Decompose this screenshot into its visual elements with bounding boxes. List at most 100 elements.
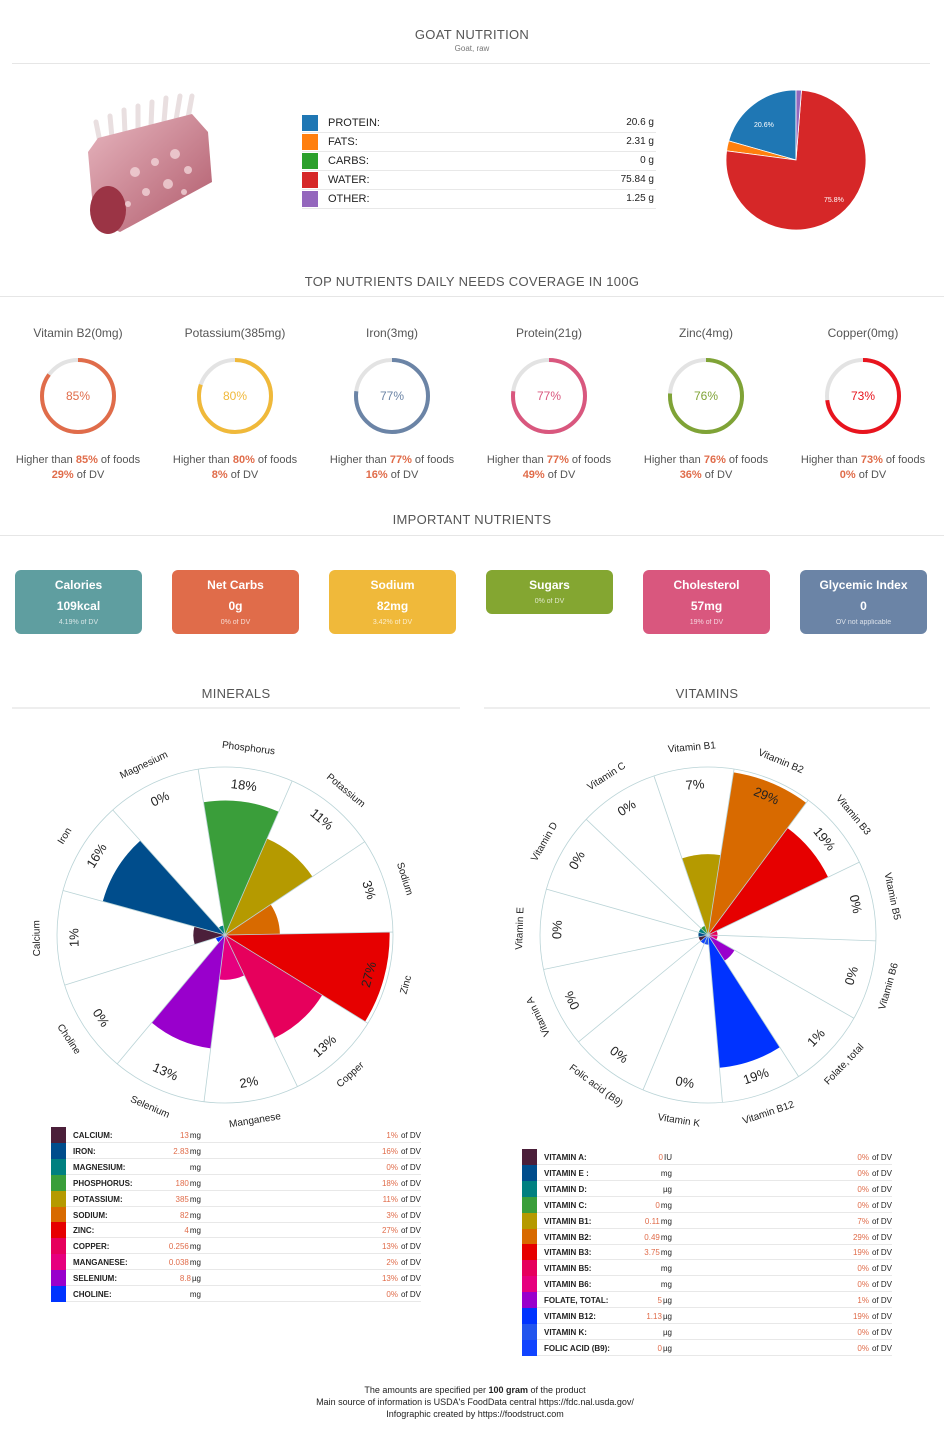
vitamins-title: VITAMINS [675,686,739,701]
row-dv-label: of DV [400,1146,421,1156]
coverage-percent: 73% [850,389,876,403]
coverage-ring [825,358,901,434]
row-swatch [51,1206,66,1223]
row-name: POTASSIUM: [73,1194,123,1204]
row-name: IRON: [73,1146,96,1156]
card-title: Sugars [529,578,570,592]
footer-text: of the product [528,1385,586,1395]
coverage-ring [668,358,744,434]
coverage-text: of foods [568,454,612,466]
row-amount-unit: µg [662,1312,672,1321]
fats-swatch [302,134,318,150]
row-dv: 13% of DV [382,1242,421,1251]
carbs-swatch [302,153,318,169]
row-dv: 18% of DV [382,1179,421,1188]
row-dv: 0% of DV [857,1328,892,1337]
row-name: VITAMIN B3: [544,1248,592,1258]
macro-name: PROTEIN: [328,117,380,129]
row-amount: mg [660,1264,672,1273]
vitamin-spoke [578,934,709,1043]
table-row: VITAMIN C: 0mg 0% of DV [522,1196,892,1213]
row-dv-label: of DV [871,1343,892,1353]
row-dv: 11% of DV [383,1195,421,1204]
table-row: POTASSIUM: 385mg 11% of DV [51,1190,421,1207]
row-amount: 0mg [655,1201,672,1210]
row-swatch [522,1149,537,1165]
coverage-dv-line: 36% of DV [628,469,784,481]
row-dv: 0% of DV [857,1280,892,1289]
coverage-higher-line: Higher than 85% of foods [0,454,156,466]
row-dv-label: of DV [871,1296,892,1306]
row-dv-percent: 3% [386,1210,398,1220]
table-row: MANGANESE: 0.038mg 2% of DV [51,1254,421,1271]
row-dv-percent: 0% [857,1153,869,1162]
row-amount-unit: mg [189,1242,201,1252]
row-amount-unit: µg [662,1327,672,1337]
row-amount: 3.75mg [644,1248,672,1257]
row-dv: 0% of DV [386,1290,421,1299]
row-swatch [51,1286,66,1302]
coverage-ring [511,358,587,434]
mineral-value-label: 13% [310,1031,340,1060]
pie-label-water: 75.8% [824,197,844,204]
row-dv-label: of DV [871,1232,892,1242]
row-dv-label: of DV [871,1264,892,1274]
row-dv-label: of DV [871,1168,892,1178]
card-sodium: Sodium 82mg 3.42% of DV [329,570,456,634]
macro-value: 75.84 g [620,174,654,185]
vitamin-value-label: 0% [607,1043,631,1067]
protein-swatch [302,115,318,131]
vitamin-sector-vitamin-b12 [708,935,780,1068]
row-amount-unit: mg [189,1194,201,1204]
macro-row-fats: FATS: 2.31 g [302,133,656,152]
coverage-text: of foods [882,454,926,466]
minerals-divider [12,707,460,709]
row-amount: 0µg [657,1344,672,1353]
table-row: FOLATE, TOTAL: 5µg 1% of DV [522,1292,892,1309]
card-sub: 3.42% of DV [372,619,413,626]
page-subtitle: Goat, raw [454,44,490,53]
row-swatch [522,1292,537,1309]
vitamin-category-label: Vitamin B3 [833,793,872,837]
row-swatch [522,1276,537,1293]
footer-text: The amounts are specified per [364,1385,489,1395]
coverage-text: of DV [701,469,733,481]
vitamin-spoke [543,934,709,970]
row-amount-unit: mg [189,1226,201,1236]
row-dv-percent: 0% [386,1162,398,1172]
row-dv-label: of DV [400,1258,421,1268]
pie-slice-protein [728,89,797,161]
macro-name: OTHER: [328,193,370,205]
row-name: ZINC: [73,1226,95,1236]
row-amount-unit: mg [660,1232,672,1242]
row-name: VITAMIN B6: [544,1280,592,1290]
row-name: PHOSPHORUS: [73,1178,133,1188]
row-dv-percent: 0% [857,1280,869,1290]
coverage-higher-line: Higher than 80% of foods [157,454,313,466]
row-dv: 0% of DV [386,1163,421,1172]
table-row: VITAMIN B6: mg 0% of DV [522,1276,892,1293]
mineral-value-label: 1% [66,928,81,947]
rib-bones [93,93,195,145]
pie-slice-other [795,89,802,161]
footer-line-3: Infographic created by https://foodstruc… [386,1409,564,1419]
row-amount: 4mg [184,1226,201,1235]
row-amount: mg [660,1280,672,1289]
row-amount-number: 0.49 [644,1232,660,1242]
coverage-dv-line: 0% of DV [785,469,941,481]
row-swatch [51,1190,66,1207]
table-row: VITAMIN B1: 0.11mg 7% of DV [522,1212,892,1229]
row-dv-percent: 0% [857,1264,869,1274]
row-amount-number: 5 [657,1296,662,1306]
vitamin-value-label: 0% [841,964,861,987]
page-title: GOAT NUTRITION [414,27,530,42]
coverage-dv-value: 8% [211,469,228,481]
pie-slice-water [725,89,867,231]
mineral-spoke [116,934,226,1065]
coverage-text: Higher than [172,454,233,466]
row-amount: 1.13µg [646,1312,672,1321]
row-swatch [522,1228,537,1245]
coverage-item: Potassium(385mg) 80% Higher than 80% of fo… [157,326,313,481]
row-amount-unit: µg [662,1296,672,1306]
card-value: 109kcal [56,599,101,613]
